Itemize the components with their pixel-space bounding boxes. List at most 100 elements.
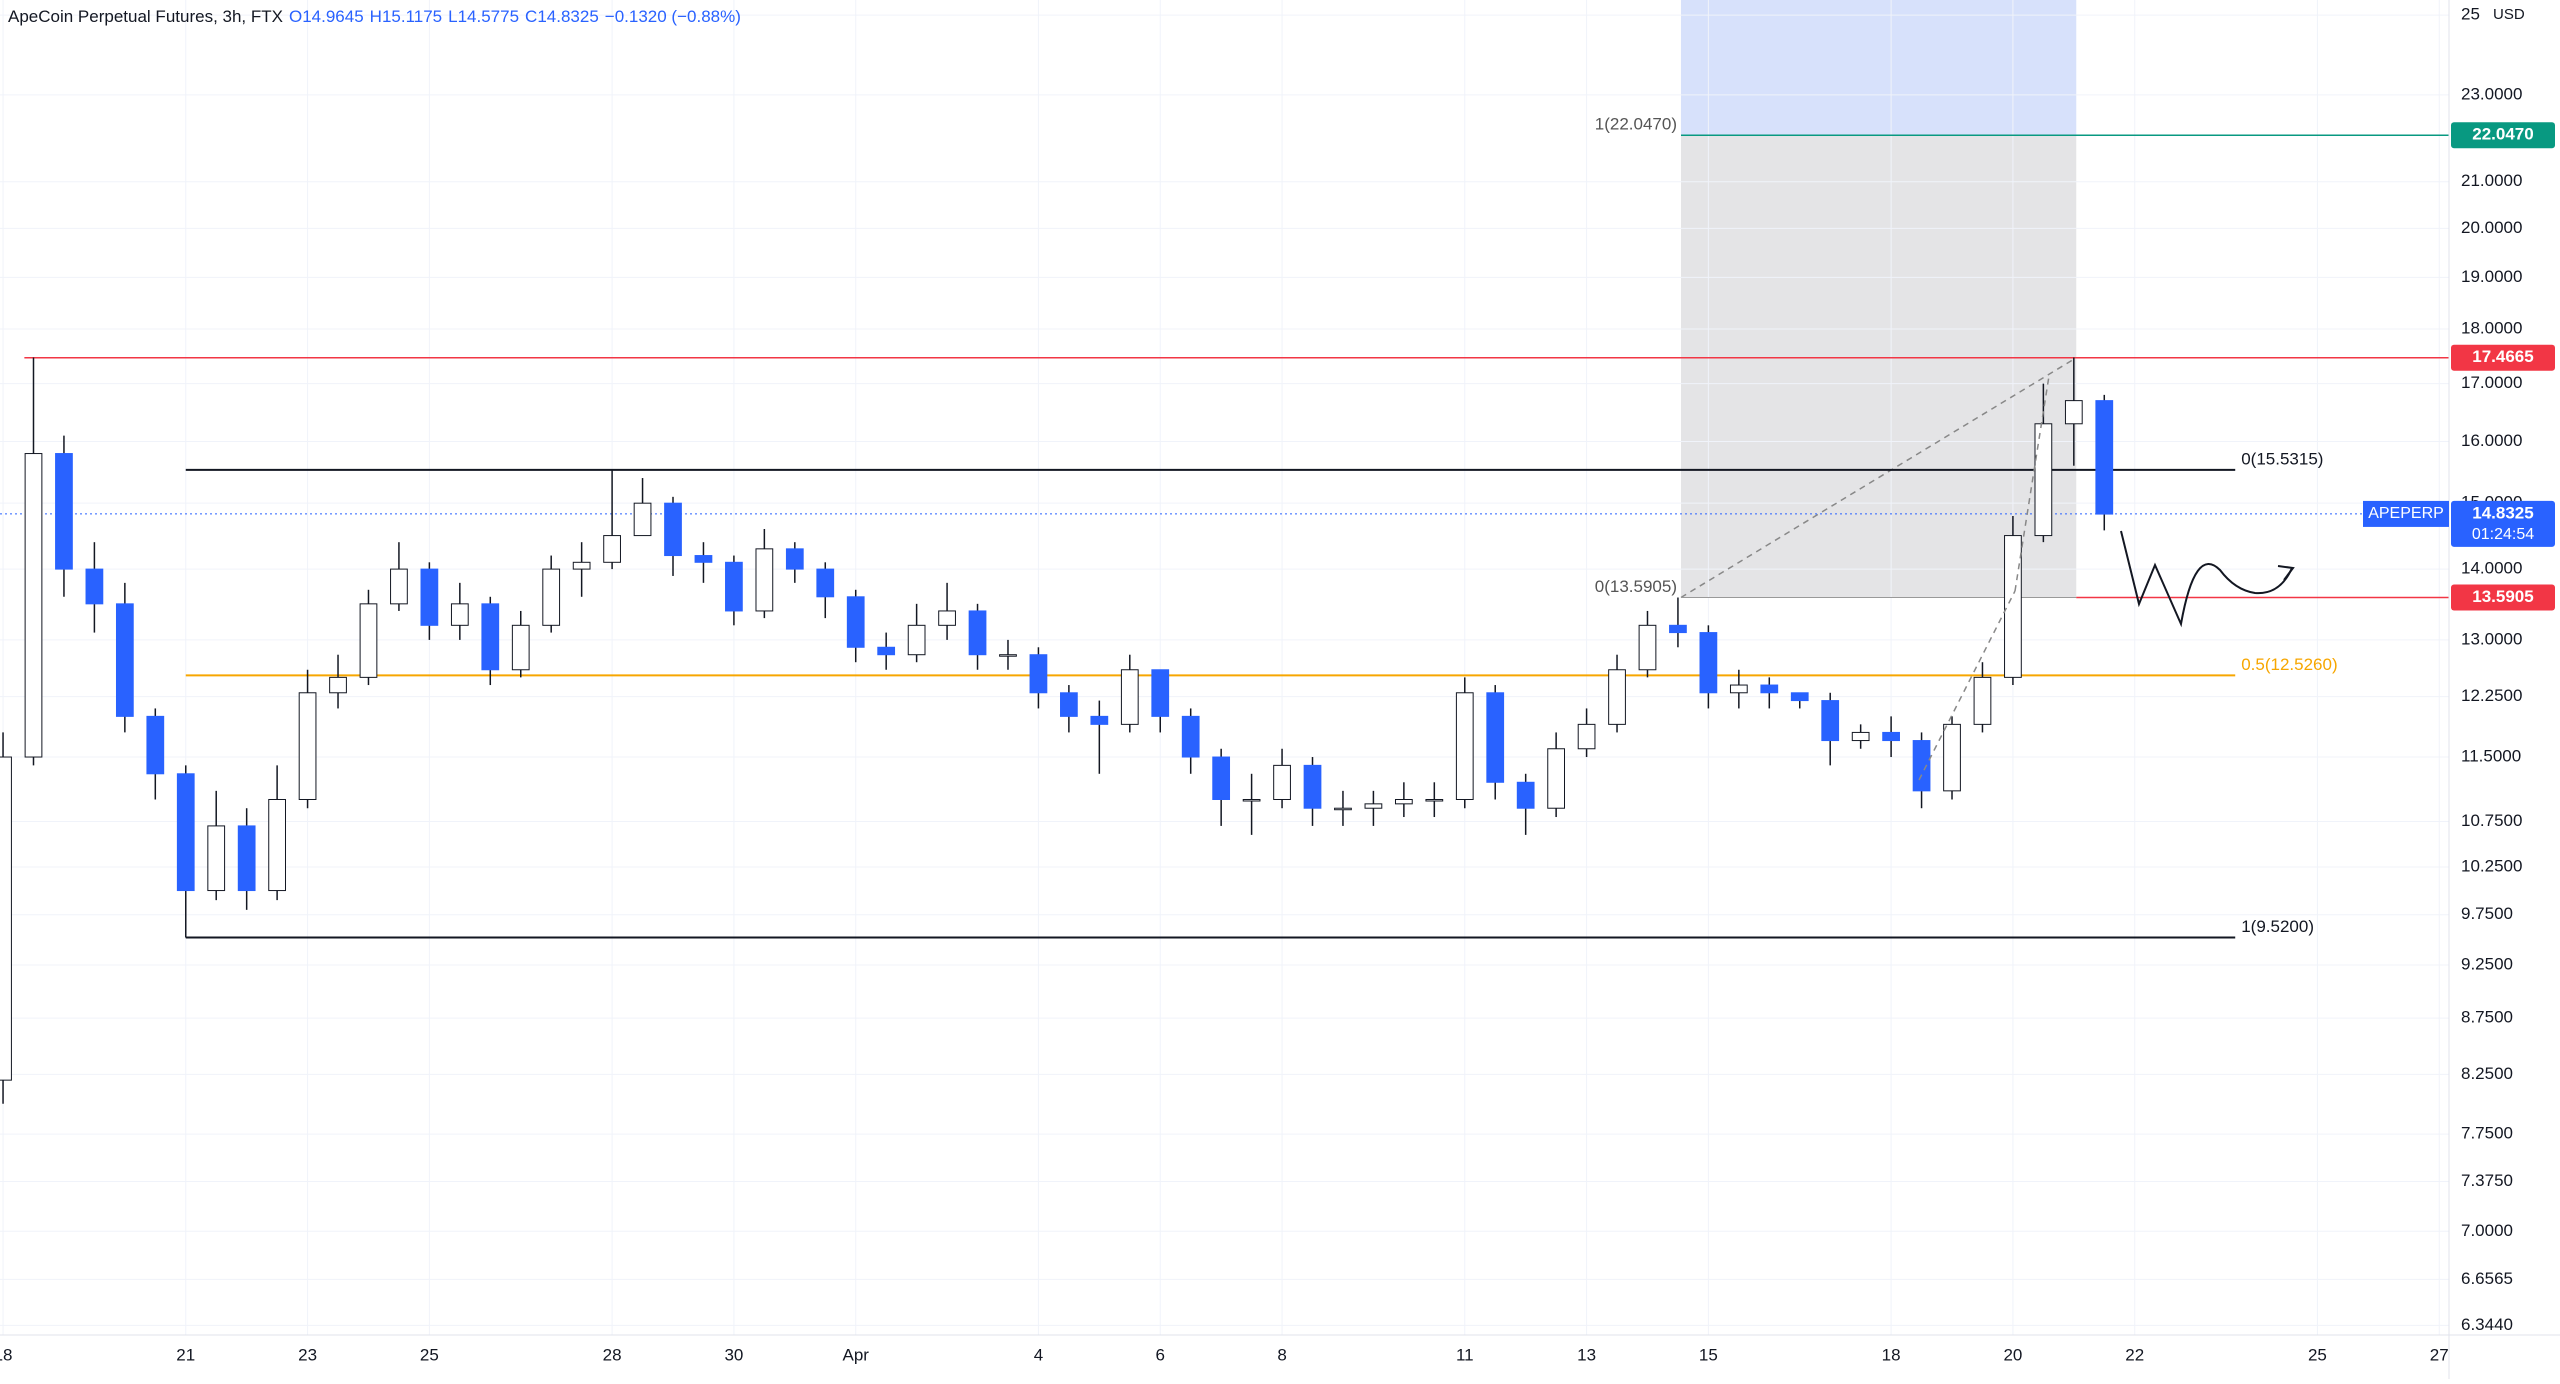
candle-body [877, 646, 896, 656]
forecast-curve [2120, 530, 2293, 628]
candle-body [938, 610, 956, 626]
candle [1547, 732, 1566, 818]
candle-body [1486, 692, 1505, 783]
candle-body [1851, 731, 1870, 742]
candle-body [146, 715, 165, 775]
y-tick-label: 16.0000 [2461, 431, 2522, 450]
candle-body [1029, 654, 1048, 694]
candle [1638, 610, 1657, 678]
x-tick-label: 25 [420, 1345, 439, 1364]
candle-body [1669, 624, 1687, 634]
x-tick-label: 21 [176, 1345, 195, 1364]
header-value: C14.8325 [525, 7, 599, 26]
candle [1608, 654, 1626, 733]
x-tick-label: 28 [603, 1345, 622, 1364]
candle-body [1943, 723, 1961, 792]
candle [2064, 357, 2083, 466]
x-tick-label: 23 [298, 1345, 317, 1364]
candle-body [420, 568, 439, 626]
position-diagonal [1680, 357, 2077, 599]
candle-body [1273, 764, 1291, 800]
candle-body [1882, 731, 1900, 742]
candle-body [968, 610, 987, 656]
header-symbol: ApeCoin Perpetual Futures, 3h, FTX [8, 7, 283, 26]
y-tick-label: 8.7500 [2461, 1008, 2513, 1027]
candle [1181, 708, 1200, 774]
candle [877, 632, 896, 670]
candle-body [1455, 692, 1474, 800]
candle [907, 603, 926, 663]
candle-body [298, 692, 317, 800]
candle [1486, 685, 1505, 800]
y-tick-label: 20.0000 [2461, 218, 2522, 237]
candle [1851, 724, 1870, 749]
candle [359, 589, 378, 686]
x-tick-label: 18 [0, 1345, 13, 1364]
x-tick-label: 11 [1456, 1345, 1474, 1364]
candle-body [481, 603, 500, 671]
candle [816, 562, 835, 619]
candle [1060, 685, 1078, 733]
candle-body [1638, 624, 1657, 671]
candle [1151, 669, 1170, 733]
candle [968, 603, 987, 670]
y-tick-label: 6.3440 [2461, 1315, 2513, 1334]
x-tick-label: 4 [1034, 1345, 1043, 1364]
x-tick-label: 15 [1699, 1345, 1718, 1364]
candle [207, 790, 226, 901]
header-value: L14.5775 [448, 7, 519, 26]
entry-note: 0(13.5905) [1595, 577, 1677, 596]
candle-body [785, 548, 804, 570]
candle-body [816, 568, 835, 598]
candle [1303, 757, 1322, 826]
candle-body [1790, 692, 1809, 702]
candle [176, 765, 195, 938]
candle-body [2034, 423, 2053, 537]
y-tick-label: 8.2500 [2461, 1064, 2513, 1083]
candle [1699, 625, 1718, 709]
candle-body [1973, 676, 1992, 725]
candle [633, 478, 652, 537]
candle [24, 357, 43, 766]
candle [1760, 677, 1779, 709]
candle-body [572, 561, 591, 570]
candle-body [694, 555, 713, 563]
candle-body [603, 535, 621, 563]
y-tick-label: 10.2500 [2461, 856, 2522, 875]
candle [85, 542, 104, 633]
candle [1090, 700, 1109, 774]
y-tick-label: 7.7500 [2461, 1124, 2513, 1143]
price-tag [2451, 122, 2555, 149]
header-value: H15.1175 [370, 7, 442, 26]
currency-label: USD [2493, 6, 2525, 23]
candle-body [755, 548, 774, 612]
candle-body [907, 624, 926, 656]
candle [1242, 773, 1261, 835]
candle [603, 470, 621, 570]
trend-dashed [2014, 375, 2050, 592]
candle-body [846, 596, 865, 648]
y-tick-label: 6.6565 [2461, 1269, 2513, 1288]
candle-body [2004, 535, 2022, 678]
candle [542, 555, 561, 633]
candle [1212, 748, 1231, 826]
candle-body [1242, 798, 1261, 802]
candle [999, 639, 1017, 670]
price-tag [2451, 344, 2555, 371]
candle-body [1760, 684, 1779, 694]
header-value: O14.9645 [289, 7, 364, 26]
y-tick-label: 11.5000 [2461, 747, 2521, 766]
candle-body [1090, 715, 1109, 725]
candle-body [1151, 669, 1170, 717]
last-price-label: 14.8325 [2472, 503, 2533, 522]
candle-body [55, 453, 73, 570]
x-tick-label: 25 [2308, 1345, 2327, 1364]
candle-body [207, 825, 226, 892]
symbol-tag [2363, 500, 2449, 527]
candle [1577, 708, 1596, 758]
price-tag [2451, 584, 2555, 611]
candle-body [115, 603, 134, 717]
candle [1029, 647, 1048, 709]
y-tick-label: 23.0000 [2461, 84, 2522, 103]
candle [1821, 692, 1840, 766]
